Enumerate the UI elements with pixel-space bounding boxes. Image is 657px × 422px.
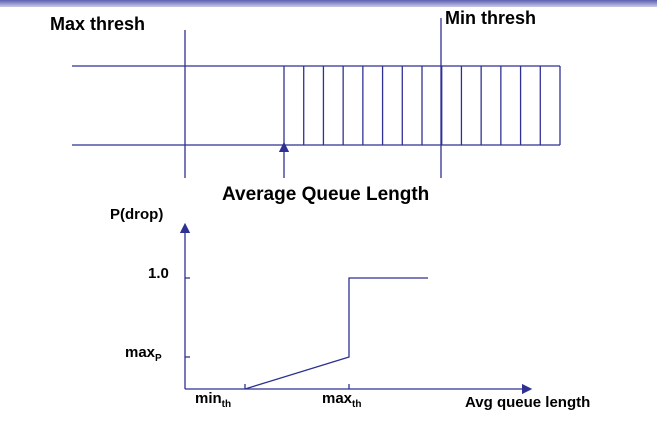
queue-slots (283, 66, 541, 145)
average-queue-length-label: Average Queue Length (222, 184, 429, 205)
x-tick-label-maxth: maxth (322, 390, 361, 410)
y-tick-label-maxp: maxP (125, 344, 162, 364)
drop-probability-curve (244, 277, 428, 390)
maxth-main: max (322, 390, 353, 407)
y-tick-label-1: 1.0 (148, 265, 169, 282)
queue-diagram (72, 18, 561, 178)
x-tick-label-minth: minth (195, 390, 231, 410)
maxp-sub: P (155, 353, 162, 364)
maxp-main: max (125, 344, 156, 361)
drop-probability-graph (179, 222, 533, 395)
maxth-sub: th (352, 399, 361, 410)
max-thresh-label: Max thresh (50, 14, 145, 34)
minth-sub: th (222, 399, 231, 410)
x-axis-label: Avg queue length (465, 394, 590, 411)
slide-top-bar (0, 0, 657, 7)
min-thresh-label: Min thresh (445, 8, 536, 28)
p-drop-label: P(drop) (110, 206, 163, 223)
minth-main: min (195, 390, 222, 407)
